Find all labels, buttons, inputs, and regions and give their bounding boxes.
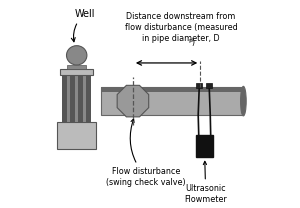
Text: ): ): [191, 38, 194, 47]
FancyBboxPatch shape: [62, 75, 92, 122]
Text: Distance downstream from
flow disturbance (measured
in pipe diameter, D: Distance downstream from flow disturbanc…: [125, 12, 238, 43]
FancyBboxPatch shape: [101, 87, 243, 92]
FancyBboxPatch shape: [101, 87, 243, 115]
Text: Flow disturbance
(swing check valve): Flow disturbance (swing check valve): [106, 119, 186, 187]
FancyBboxPatch shape: [57, 122, 96, 149]
FancyBboxPatch shape: [62, 75, 67, 122]
FancyBboxPatch shape: [206, 83, 212, 88]
Text: p: p: [189, 38, 193, 43]
Ellipse shape: [67, 46, 87, 65]
FancyBboxPatch shape: [67, 65, 86, 69]
FancyBboxPatch shape: [196, 83, 202, 88]
Polygon shape: [117, 85, 149, 117]
Text: Well: Well: [71, 9, 95, 42]
FancyBboxPatch shape: [70, 75, 75, 122]
FancyBboxPatch shape: [60, 69, 93, 75]
Ellipse shape: [241, 86, 246, 116]
Text: Ultrasonic
Flowmeter: Ultrasonic Flowmeter: [184, 161, 227, 204]
FancyBboxPatch shape: [86, 75, 92, 122]
FancyBboxPatch shape: [78, 75, 83, 122]
FancyBboxPatch shape: [196, 135, 213, 157]
